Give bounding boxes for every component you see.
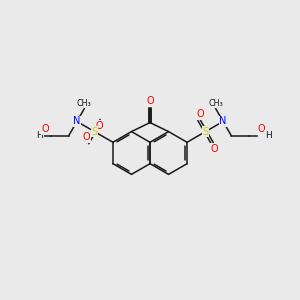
Text: CH₃: CH₃ — [77, 99, 92, 108]
Text: N: N — [219, 116, 227, 127]
Text: O: O — [95, 121, 103, 131]
Text: O: O — [210, 144, 218, 154]
Text: O: O — [82, 132, 90, 142]
Text: H: H — [265, 131, 272, 140]
Text: CH₃: CH₃ — [208, 99, 223, 108]
Text: O: O — [146, 96, 154, 106]
Text: O: O — [257, 124, 265, 134]
Text: O: O — [197, 109, 205, 119]
Text: O: O — [42, 124, 50, 134]
Text: S: S — [91, 127, 98, 136]
Text: S: S — [202, 127, 209, 136]
Text: H: H — [36, 131, 43, 140]
Text: N: N — [73, 116, 81, 127]
